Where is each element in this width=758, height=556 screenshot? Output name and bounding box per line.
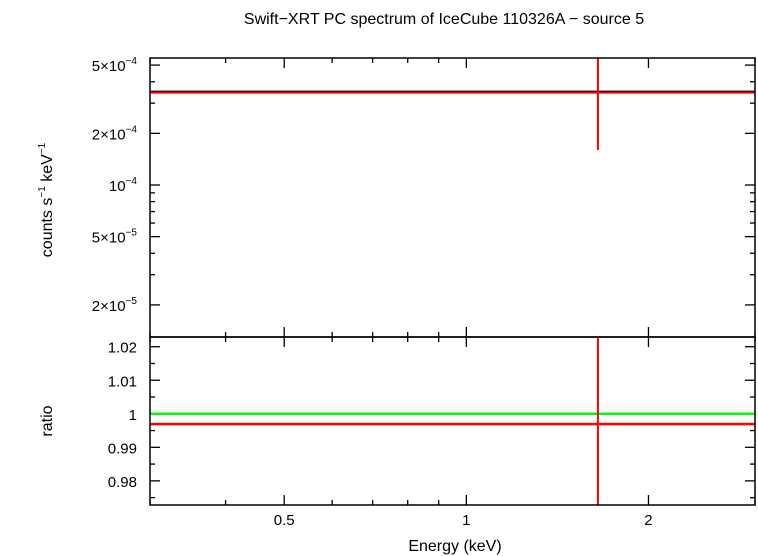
y-tick-exponent: −4 bbox=[126, 124, 138, 135]
y-tick-label: 1 bbox=[129, 407, 137, 424]
y-axis-label-counts: counts s−1 keV−1 bbox=[37, 142, 56, 257]
y-tick-label: 1.01 bbox=[108, 373, 137, 390]
y-axis-label-ratio: ratio bbox=[39, 405, 56, 436]
y-tick-mantissa: 2×10 bbox=[92, 298, 126, 315]
y-tick-mantissa: 5×10 bbox=[92, 230, 126, 247]
y-tick-exponent: −5 bbox=[126, 228, 138, 239]
ratio-plot-frame bbox=[149, 336, 756, 506]
y-tick-label: 0.99 bbox=[108, 440, 137, 457]
y-tick-mantissa: 5×10 bbox=[92, 58, 126, 75]
y-tick-label: 2×10−5 bbox=[92, 296, 138, 315]
y-tick-label: 5×10−4 bbox=[92, 56, 138, 75]
chart-title: Swift−XRT PC spectrum of IceCube 110326A… bbox=[244, 11, 644, 28]
y-axis-label-base: counts s bbox=[39, 198, 56, 258]
y-tick-mantissa: 10 bbox=[109, 178, 126, 195]
spectrum-plot-frame bbox=[149, 57, 756, 338]
x-tick-label: 0.5 bbox=[274, 512, 295, 529]
x-tick-label: 2 bbox=[644, 512, 652, 529]
y-tick-label: 5×10−5 bbox=[92, 228, 138, 247]
y-axis-label-exp1: −1 bbox=[37, 186, 48, 198]
spectrum-panel: 5×10−42×10−410−45×10−52×10−5 bbox=[92, 56, 756, 338]
y-tick-label: 0.98 bbox=[108, 474, 137, 491]
y-tick-label: 1.02 bbox=[108, 340, 137, 357]
x-tick-label: 1 bbox=[462, 512, 470, 529]
x-axis-label: Energy (keV) bbox=[408, 538, 501, 555]
y-tick-label: 10−4 bbox=[109, 176, 138, 195]
y-tick-exponent: −5 bbox=[126, 296, 138, 307]
y-tick-mantissa: 2×10 bbox=[92, 126, 126, 143]
y-tick-exponent: −4 bbox=[126, 56, 138, 67]
y-tick-label: 2×10−4 bbox=[92, 124, 138, 143]
y-axis-label-exp2: −1 bbox=[37, 142, 48, 154]
y-axis-label-mid: keV bbox=[39, 154, 56, 186]
y-tick-exponent: −4 bbox=[126, 176, 138, 187]
ratio-panel: 1.02 1.01 1 0.99 0.98 0.5 1 2 bbox=[108, 336, 756, 529]
